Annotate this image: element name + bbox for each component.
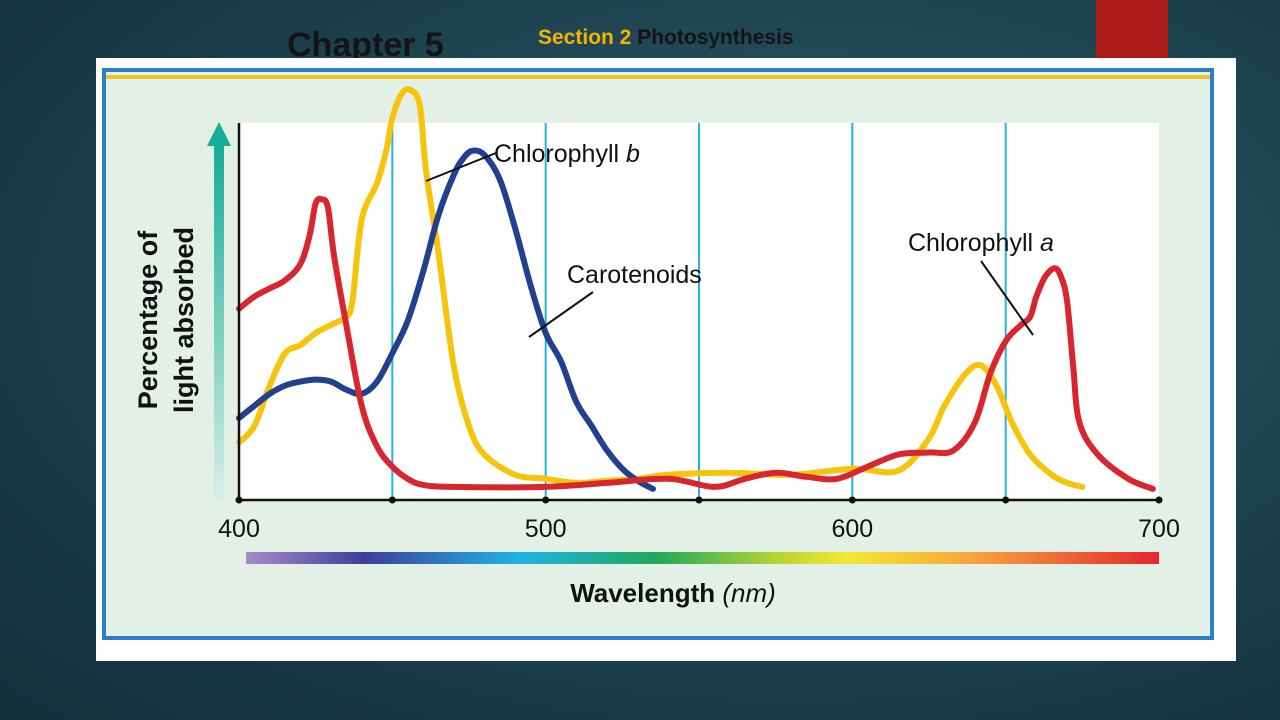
x-tick-label-400: 400 <box>218 515 260 543</box>
tick-dot-600 <box>848 496 856 504</box>
x-axis-label: Wavelength (nm) <box>570 578 776 608</box>
x-tick-label-700: 700 <box>1138 515 1180 543</box>
y-axis-label-line1: Percentage of <box>133 230 163 410</box>
visible-spectrum-bar <box>246 552 1159 564</box>
series-chlorophyll-a <box>236 195 1156 492</box>
absorption-spectrum-figure: 400 500 600 700 Percentage of light absorbe… <box>102 68 1214 640</box>
x-tick-label-600: 600 <box>831 515 873 543</box>
label-carotenoids: Carotenoids <box>567 261 702 289</box>
section-topic: Photosynthesis <box>637 26 794 49</box>
tick-dot-700 <box>1155 496 1163 504</box>
x-tick-labels: 400 500 600 700 <box>218 515 1180 543</box>
x-axis-label-main: Wavelength <box>570 578 715 608</box>
tick-dot-400 <box>235 496 243 504</box>
y-axis-arrow-head <box>207 122 231 146</box>
section-label: Section 2 <box>538 26 632 49</box>
tick-dot-550 <box>695 496 703 504</box>
leader-carotenoids <box>528 291 594 338</box>
slide-title: Chapter 5 <box>287 26 444 64</box>
y-axis-label-line2: light absorbed <box>169 227 199 413</box>
x-axis-label-unit: (nm) <box>722 578 775 608</box>
series-lines <box>236 86 1156 492</box>
series-carotenoids <box>236 147 656 492</box>
leader-chlorophyll-a <box>980 260 1034 336</box>
figure-top-stripe <box>106 75 1210 79</box>
label-chlorophyll-b: Chlorophyll b <box>494 140 640 168</box>
tick-dot-650 <box>1002 496 1010 504</box>
section-heading: Section 2 Photosynthesis <box>538 24 794 52</box>
tick-dot-500 <box>542 496 550 504</box>
y-axis-arrow-shaft <box>214 144 224 500</box>
x-tick-label-500: 500 <box>525 515 567 543</box>
figure-panel: 400 500 600 700 Percentage of light absorbe… <box>96 58 1236 661</box>
leader-chlorophyll-b <box>425 152 497 182</box>
axis-tick-dots <box>235 496 1163 504</box>
decorative-red-tab <box>1096 0 1168 58</box>
tick-dot-450 <box>388 496 396 504</box>
gridlines <box>391 123 1007 500</box>
label-chlorophyll-a: Chlorophyll a <box>908 229 1054 257</box>
